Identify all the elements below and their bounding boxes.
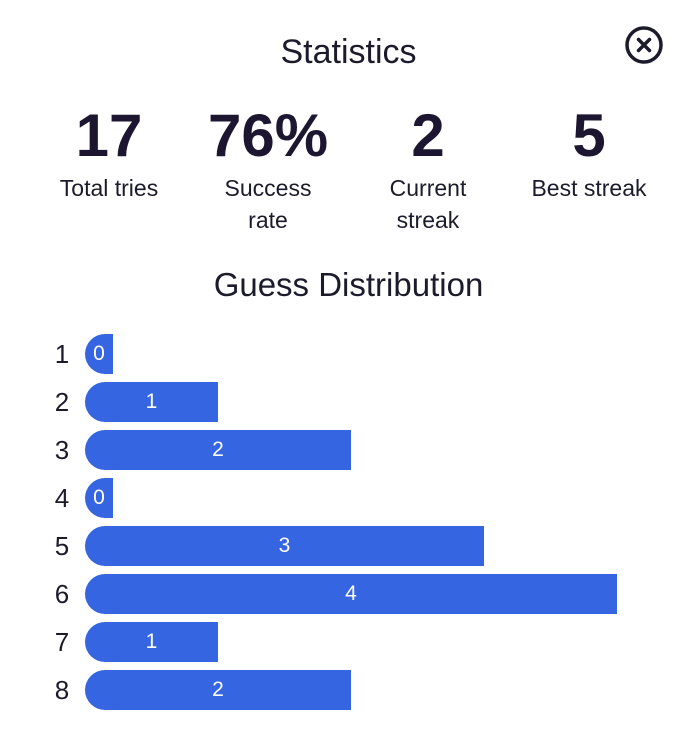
modal-title: Statistics bbox=[280, 33, 417, 71]
distribution-bar: 0 bbox=[85, 334, 113, 374]
guess-number: 7 bbox=[54, 627, 70, 657]
distribution-bar: 1 bbox=[85, 622, 218, 662]
stat-total-tries: 17 Total tries bbox=[34, 100, 184, 204]
distribution-bar: 3 bbox=[85, 526, 484, 566]
guess-number: 2 bbox=[54, 387, 70, 417]
stat-success-rate: 76% Success rate bbox=[193, 100, 343, 236]
guess-number: 1 bbox=[54, 339, 70, 369]
distribution-bar: 0 bbox=[85, 478, 113, 518]
distribution-bar: 2 bbox=[85, 430, 351, 470]
close-circle-icon bbox=[625, 26, 663, 64]
guess-number: 4 bbox=[54, 483, 70, 513]
distribution-bar: 4 bbox=[85, 574, 617, 614]
close-button[interactable] bbox=[624, 25, 664, 65]
stat-value: 76% bbox=[207, 102, 329, 169]
distribution-bar: 1 bbox=[85, 382, 218, 422]
stat-value: 2 bbox=[411, 102, 445, 169]
guess-number: 8 bbox=[54, 675, 70, 705]
stat-label: Success rate bbox=[224, 175, 312, 233]
guess-distribution-title: Guess Distribution bbox=[213, 266, 484, 303]
stat-current-streak: 2 Current streak bbox=[353, 100, 503, 236]
guess-number: 5 bbox=[54, 531, 70, 561]
stat-best-streak: 5 Best streak bbox=[514, 100, 664, 204]
stat-label: Current streak bbox=[389, 175, 467, 233]
stat-value: 17 bbox=[75, 102, 143, 169]
stat-label: Best streak bbox=[531, 175, 647, 201]
stat-value: 5 bbox=[572, 102, 606, 169]
guess-number: 3 bbox=[54, 435, 70, 465]
guess-number: 6 bbox=[54, 579, 70, 609]
stat-label: Total tries bbox=[59, 175, 159, 201]
distribution-bar: 2 bbox=[85, 670, 351, 710]
